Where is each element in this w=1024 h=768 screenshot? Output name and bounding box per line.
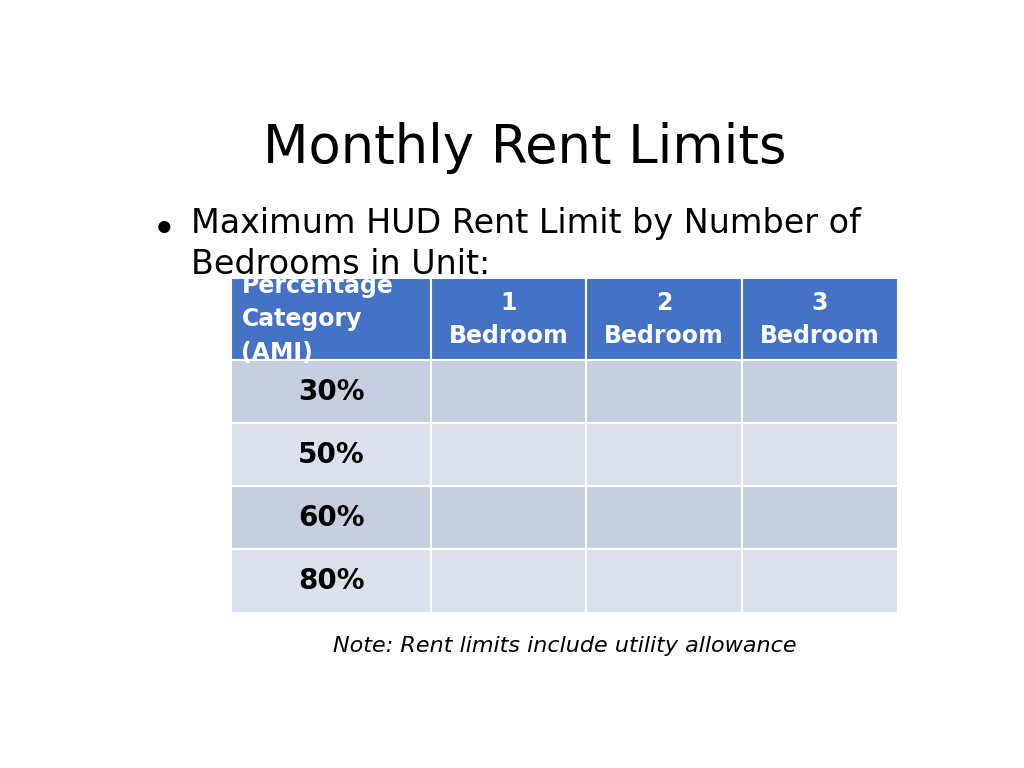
Bar — [587, 549, 741, 613]
Bar — [231, 549, 431, 613]
Bar — [231, 279, 431, 360]
Text: Note: Rent limits include utility allowance: Note: Rent limits include utility allowa… — [333, 636, 797, 656]
Text: 2
Bedroom: 2 Bedroom — [604, 290, 724, 348]
Bar — [741, 549, 898, 613]
Bar — [431, 486, 587, 549]
Text: 3
Bedroom: 3 Bedroom — [760, 290, 880, 348]
Text: 60%: 60% — [298, 504, 365, 532]
Bar — [231, 423, 431, 486]
Bar — [741, 279, 898, 360]
Bar — [741, 360, 898, 423]
Bar — [231, 486, 431, 549]
Text: 30%: 30% — [298, 378, 365, 406]
Text: 80%: 80% — [298, 567, 365, 595]
Bar — [431, 549, 587, 613]
Bar — [431, 360, 587, 423]
Bar — [587, 279, 741, 360]
Text: Bedrooms in Unit:: Bedrooms in Unit: — [191, 248, 490, 280]
Bar — [587, 423, 741, 486]
Bar — [741, 486, 898, 549]
Bar — [587, 486, 741, 549]
Text: Monthly Rent Limits: Monthly Rent Limits — [263, 121, 786, 174]
Bar — [741, 423, 898, 486]
Text: 1
Bedroom: 1 Bedroom — [449, 290, 568, 348]
Text: Percentage
Category
(AMI): Percentage Category (AMI) — [242, 274, 393, 365]
Text: 50%: 50% — [298, 441, 365, 469]
Bar — [231, 360, 431, 423]
Bar — [431, 279, 587, 360]
Text: •: • — [152, 210, 176, 253]
Bar — [431, 423, 587, 486]
Text: Maximum HUD Rent Limit by Number of: Maximum HUD Rent Limit by Number of — [191, 207, 861, 240]
Bar — [587, 360, 741, 423]
